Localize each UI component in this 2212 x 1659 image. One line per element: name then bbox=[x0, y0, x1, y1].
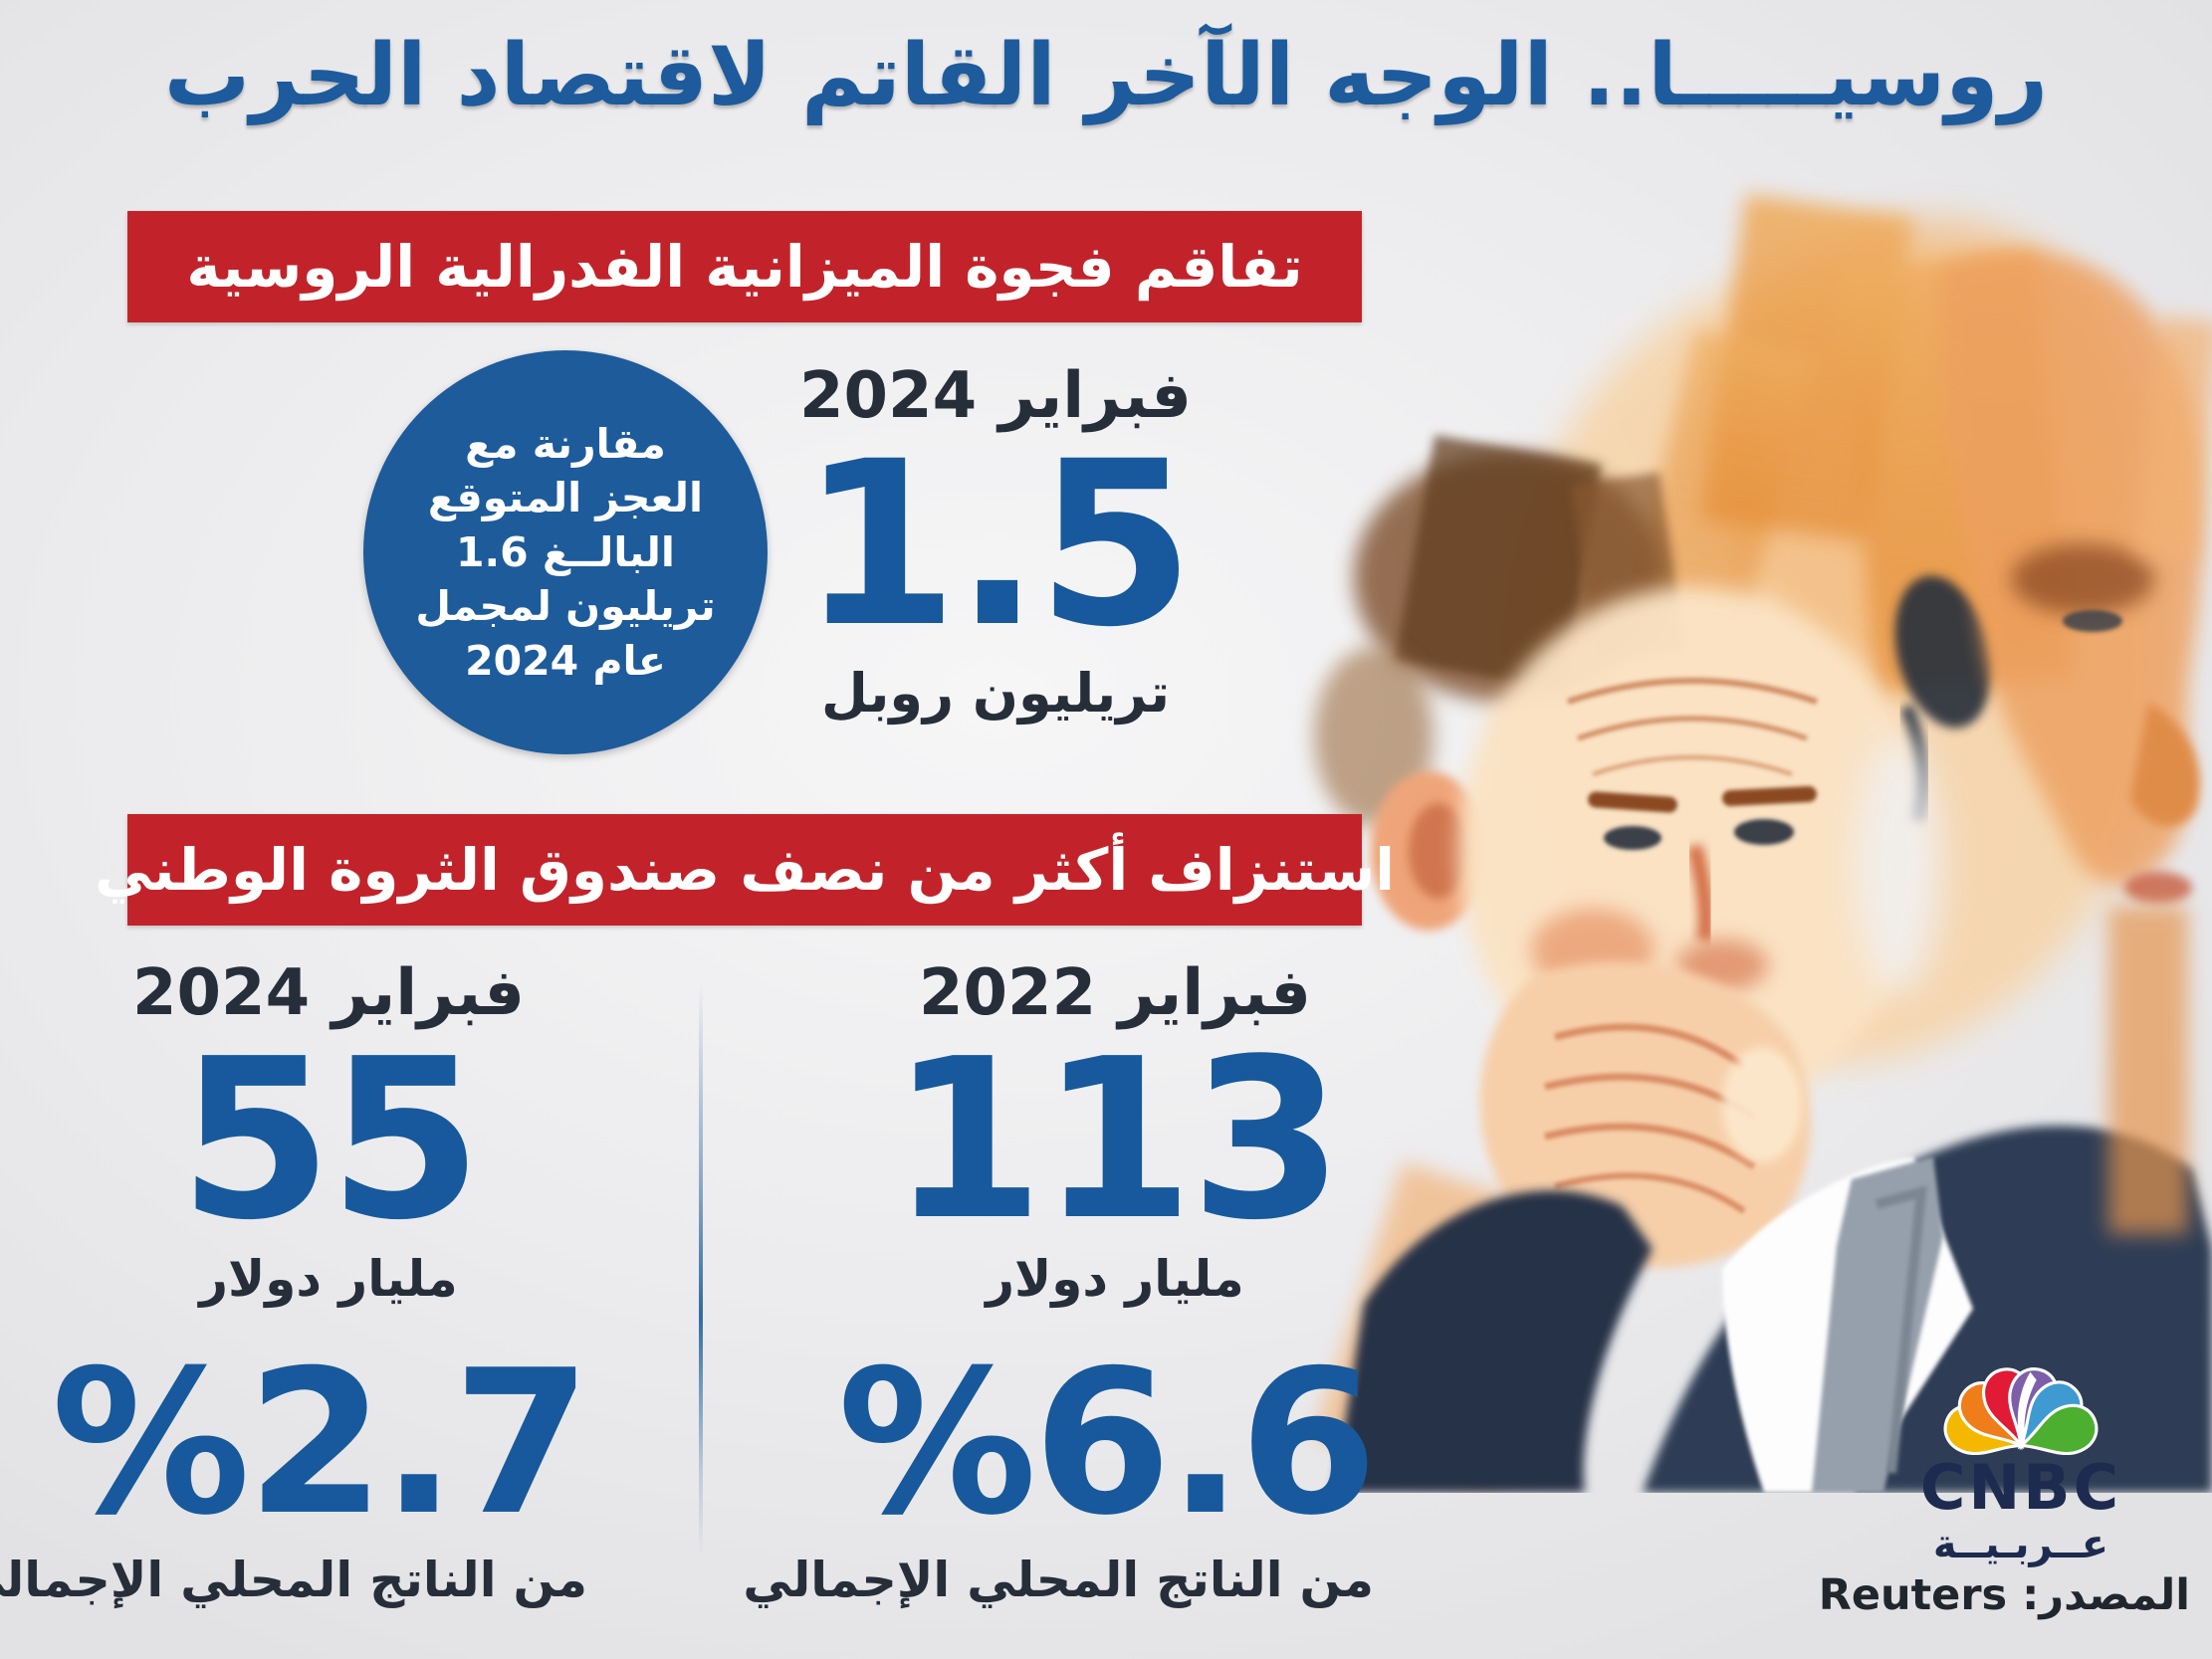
source-label: المصدر: bbox=[2022, 1570, 2190, 1620]
budget-date: فبراير 2024 bbox=[798, 359, 1193, 433]
column-unit: مليار دولار bbox=[986, 1250, 1244, 1309]
column-percent-label: من الناتج المحلي الإجمالي bbox=[0, 1552, 587, 1609]
fund-column-feb-2022: فبراير 2022 113 مليار دولار %6.6 من النا… bbox=[743, 956, 1378, 1610]
column-value: 113 bbox=[890, 1011, 1343, 1269]
circle-line: تريليون لمجمل bbox=[415, 582, 716, 631]
column-percent: %6.6 bbox=[837, 1328, 1378, 1560]
budget-unit: تريليون روبل bbox=[820, 662, 1171, 726]
column-value: 55 bbox=[178, 1011, 483, 1269]
column-percent-label: من الناتج المحلي الإجمالي bbox=[743, 1552, 1374, 1609]
cnbc-peacock-icon bbox=[1943, 1367, 2099, 1455]
comparison-circle: مقارنة مع العجز المتوقع البالــغ 1.6 تري… bbox=[363, 350, 768, 754]
cnbc-wordmark: CNBC bbox=[1919, 1451, 2122, 1524]
cnbc-arabic-label: عــربـيــة bbox=[1932, 1522, 2109, 1568]
budget-banner: تفاقم فجوة الميزانية الفدرالية الروسية bbox=[127, 211, 1362, 322]
column-date: فبراير 2022 bbox=[918, 956, 1312, 1030]
fund-banner: استنزاف أكثر من نصف صندوق الثروة الوطني bbox=[95, 814, 1395, 926]
circle-line: البالــغ 1.6 bbox=[456, 527, 675, 576]
column-unit: مليار دولار bbox=[199, 1250, 458, 1309]
circle-line: العجز المتوقع bbox=[427, 474, 704, 522]
column-date: فبراير 2024 bbox=[131, 956, 526, 1030]
cnbc-logo: CNBC عــربـيــة bbox=[1872, 1346, 2170, 1567]
page-title: روسيـــــا.. الوجه الآخر القاتم لاقتصاد … bbox=[163, 26, 2049, 125]
source-value: Reuters bbox=[1818, 1570, 2008, 1620]
budget-value: 1.5 bbox=[800, 411, 1195, 677]
putin-watercolor-portrait bbox=[1313, 193, 2212, 1493]
circle-line: مقارنة مع bbox=[465, 419, 666, 468]
fund-column-feb-2024: فبراير 2024 55 مليار دولار %2.7 من النات… bbox=[0, 956, 591, 1610]
columns-divider bbox=[699, 983, 703, 1555]
circle-line: عام 2024 bbox=[465, 636, 666, 685]
column-percent: %2.7 bbox=[51, 1328, 591, 1560]
source-line: المصدر: Reuters bbox=[1819, 1570, 2190, 1620]
budget-stat: فبراير 2024 1.5 تريليون روبل bbox=[791, 359, 1200, 726]
